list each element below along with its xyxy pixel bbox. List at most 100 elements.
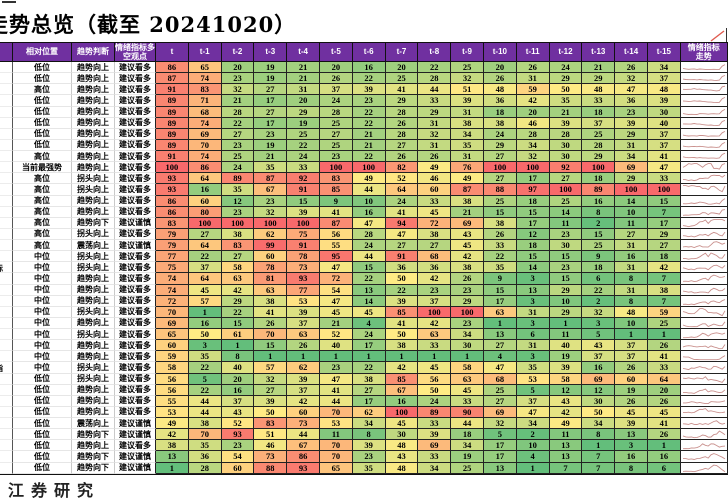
heatmap-cell-t: 56 bbox=[156, 373, 189, 385]
heatmap-cell-t-7: 1 bbox=[385, 351, 419, 363]
position-cell: 高位 bbox=[13, 151, 72, 163]
heatmap-cell-t-2: 37 bbox=[221, 395, 255, 407]
heatmap-cell-t-8: 31 bbox=[418, 139, 452, 151]
heatmap-cell-t-4: 21 bbox=[287, 73, 320, 85]
heatmap-cell-t-11: 1 bbox=[516, 462, 550, 474]
heatmap-cell-t: 69 bbox=[156, 317, 189, 329]
heatmap-cell-t-13: 25 bbox=[582, 240, 616, 252]
position-cell: 低位 bbox=[13, 395, 72, 407]
heatmap-cell-t-11: 34 bbox=[516, 418, 550, 430]
heatmap-cell-t-9: 30 bbox=[451, 340, 484, 352]
trend-cell: 趋势向上 bbox=[72, 284, 115, 296]
heatmap-cell-t-4: 37 bbox=[287, 317, 320, 329]
heatmap-cell-t-2: 23 bbox=[221, 139, 255, 151]
heatmap-cell-t-5: 72 bbox=[319, 273, 353, 285]
heatmap-cell-t-9: 38 bbox=[451, 262, 484, 274]
heatmap-cell-t-8: 34 bbox=[418, 462, 452, 474]
cropped-first-column-cell bbox=[0, 451, 13, 463]
heatmap-cell-t-4: 73 bbox=[287, 418, 320, 430]
heatmap-cell-t-6: 14 bbox=[352, 295, 386, 307]
heatmap-cell-t-7: 48 bbox=[385, 440, 419, 452]
heatmap-cell-t-5: 47 bbox=[319, 373, 353, 385]
heatmap-cell-t-9: 29 bbox=[451, 295, 484, 307]
view-cell: 建议看多 bbox=[115, 251, 156, 263]
trend-cell: 趋势向上 bbox=[72, 273, 115, 285]
heatmap-cell-t-14: 32 bbox=[615, 73, 648, 85]
heatmap-cell-t-6: 21 bbox=[352, 139, 386, 151]
heatmap-cell-t-6: 22 bbox=[352, 362, 386, 374]
heatmap-cell-t-2: 23 bbox=[221, 440, 255, 452]
heatmap-cell-t-1: 1 bbox=[188, 306, 222, 318]
heatmap-cell-t-1: 65 bbox=[188, 62, 222, 74]
heatmap-cell-t-6: 44 bbox=[352, 184, 386, 196]
heatmap-cell-t-4: 42 bbox=[287, 395, 320, 407]
trend-cell: 趋势向上 bbox=[72, 351, 115, 363]
heatmap-cell-t-14: 36 bbox=[615, 95, 648, 107]
heatmap-cell-t-6: 35 bbox=[352, 462, 386, 474]
heatmap-cell-t-12: 30 bbox=[549, 240, 583, 252]
table-row: 中位 趋势向上 建议看多 59 35 8 1 1 1 1 1 1 1 4 3 19 37 37 41 bbox=[0, 351, 728, 363]
heatmap-cell-t-15: 25 bbox=[647, 317, 681, 329]
heatmap-cell-t-12: 40 bbox=[549, 340, 583, 352]
heatmap-cell-t-4: 25 bbox=[287, 128, 320, 140]
heatmap-cell-t-3: 99 bbox=[254, 240, 288, 252]
heatmap-cell-t-5: 70 bbox=[319, 451, 353, 463]
column-header-label: 情绪指标走势 bbox=[687, 42, 720, 61]
heatmap-cell-t-9: 100 bbox=[451, 306, 484, 318]
column-header-t0: t bbox=[156, 42, 189, 62]
heatmap-cell-t-11: 18 bbox=[516, 240, 550, 252]
heatmap-cell-t-14: 34 bbox=[615, 151, 648, 163]
heatmap-cell-t-8: 42 bbox=[418, 317, 452, 329]
view-cell: 建议看多 bbox=[115, 395, 156, 407]
heatmap-cell-t-9: 45 bbox=[451, 240, 484, 252]
heatmap-cell-t-6: 22 bbox=[352, 273, 386, 285]
heatmap-cell-t-10: 17 bbox=[483, 440, 517, 452]
heatmap-cell-t-7: 85 bbox=[385, 373, 419, 385]
cropped-first-column-cell bbox=[0, 373, 13, 385]
heatmap-cell-t-2: 93 bbox=[221, 429, 255, 441]
heatmap-cell-t-3: 21 bbox=[254, 151, 288, 163]
heatmap-cell-t-12: 10 bbox=[549, 295, 583, 307]
heatmap-cell-t-1: 22 bbox=[188, 362, 222, 374]
heatmap-cell-t-8: 56 bbox=[418, 373, 452, 385]
column-header-label: t-8 bbox=[429, 47, 440, 57]
heatmap-cell-t-8: 50 bbox=[418, 384, 452, 396]
heatmap-cell-t-7: 27 bbox=[385, 139, 419, 151]
sparkline-cell bbox=[680, 240, 728, 252]
heatmap-cell-t-9: 43 bbox=[451, 228, 484, 240]
heatmap-cell-t-4: 24 bbox=[287, 151, 320, 163]
heatmap-cell-t-3: 1 bbox=[254, 351, 288, 363]
heatmap-cell-t-13: 8 bbox=[582, 206, 616, 218]
position-cell: 高位 bbox=[13, 84, 72, 96]
heatmap-cell-t-15: 17 bbox=[647, 217, 681, 229]
sparkline-svg bbox=[682, 375, 726, 383]
heatmap-cell-t-2: 35 bbox=[221, 184, 255, 196]
view-cell: 建议谨慎 bbox=[115, 217, 156, 229]
table-row: 高位 拐头向上 建议看多 93 16 35 67 91 85 44 64 60 87 88 97 100 89 1… bbox=[0, 184, 728, 196]
heatmap-cell-t-12: 11 bbox=[549, 329, 583, 341]
view-cell: 建议看多 bbox=[115, 206, 156, 218]
heatmap-cell-t-5: 28 bbox=[319, 106, 353, 118]
cropped-first-column-cell bbox=[0, 384, 13, 396]
heatmap-cell-t-4: 44 bbox=[287, 429, 320, 441]
heatmap-cell-t-4: 37 bbox=[287, 384, 320, 396]
column-header-label: t-15 bbox=[656, 47, 671, 57]
position-cell: 中位 bbox=[13, 295, 72, 307]
heatmap-cell-t-8: 29 bbox=[418, 106, 452, 118]
heatmap-cell-t-9: 31 bbox=[451, 106, 484, 118]
heatmap-cell-t-14: 13 bbox=[615, 429, 648, 441]
view-cell: 建议看多 bbox=[115, 128, 156, 140]
column-header-t10: t-10 bbox=[483, 42, 517, 62]
heatmap-cell-t-15: 26 bbox=[647, 395, 681, 407]
heatmap-cell-t-13: 33 bbox=[582, 95, 616, 107]
position-cell: 低位 bbox=[13, 462, 72, 474]
heatmap-cell-t-3: 50 bbox=[254, 406, 288, 418]
cropped-first-column-cell bbox=[0, 106, 13, 118]
heatmap-cell-t-1: 80 bbox=[188, 206, 222, 218]
heatmap-cell-t-12: 29 bbox=[549, 284, 583, 296]
heatmap-cell-t-12: 21 bbox=[549, 106, 583, 118]
column-header-t11: t-11 bbox=[516, 42, 550, 62]
heatmap-cell-t-5: 54 bbox=[319, 284, 353, 296]
heatmap-cell-t-3: 63 bbox=[254, 284, 288, 296]
heatmap-cell-t-12: 15 bbox=[549, 251, 583, 263]
